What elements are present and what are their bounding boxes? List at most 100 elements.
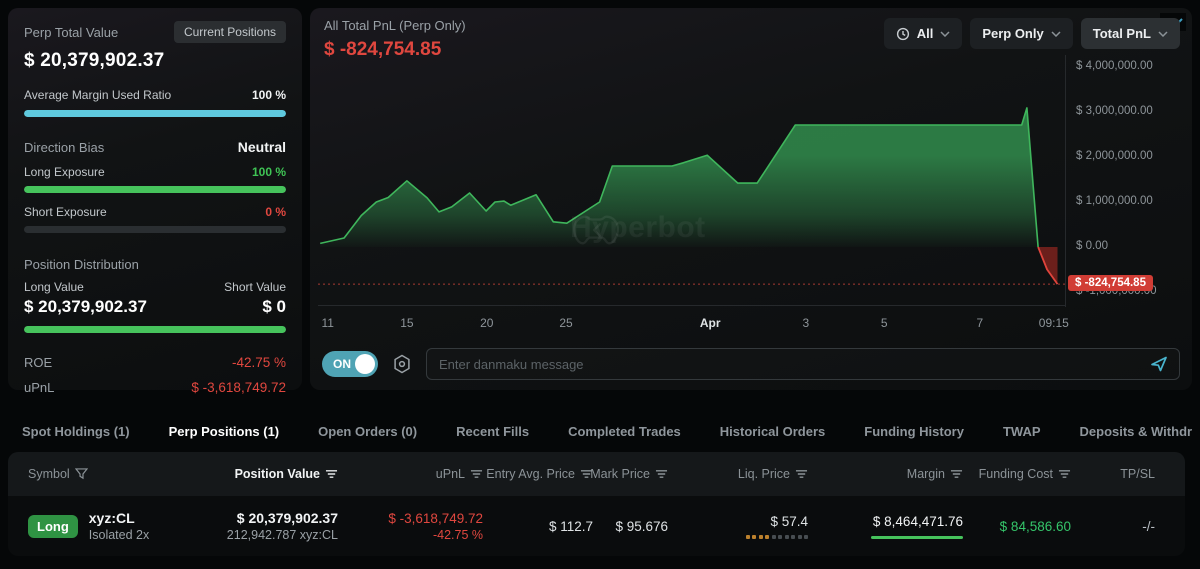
avg-margin-ratio-value: 100 % bbox=[251, 88, 286, 102]
col-liq-price[interactable]: Liq. Price bbox=[668, 467, 808, 481]
position-size: 212,942.787 xyz:CL bbox=[226, 528, 338, 542]
danmaku-toggle-knob bbox=[355, 354, 375, 374]
x-axis-tick-label: 5 bbox=[880, 316, 888, 330]
col-position-value[interactable]: Position Value bbox=[163, 467, 338, 481]
liq-price: $ 57.4 bbox=[770, 513, 808, 529]
sort-icon bbox=[655, 468, 668, 480]
col-entry-price[interactable]: Entry Avg. Price bbox=[483, 467, 593, 481]
tp-sl-value: -/- bbox=[1142, 518, 1155, 534]
col-funding-cost[interactable]: Funding Cost bbox=[963, 467, 1071, 481]
y-axis-tick-label: $ 0.00 bbox=[1076, 240, 1108, 252]
x-axis-tick-label: 7 bbox=[976, 316, 984, 330]
scope-dropdown[interactable]: Perp Only bbox=[970, 18, 1073, 49]
danmaku-toggle[interactable]: ON bbox=[322, 351, 378, 377]
perp-total-value: $ 20,379,902.37 bbox=[24, 50, 165, 71]
pnl-line-positive bbox=[320, 107, 1039, 248]
sort-icon bbox=[1058, 468, 1071, 480]
liq-risk-dot bbox=[784, 534, 789, 539]
time-range-dropdown[interactable]: All bbox=[883, 18, 963, 49]
current-positions-button[interactable]: Current Positions bbox=[173, 21, 286, 43]
col-mark-price[interactable]: Mark Price bbox=[590, 467, 668, 481]
symbol-name: xyz:CL bbox=[88, 510, 135, 526]
tab-funding-history[interactable]: Funding History bbox=[864, 424, 964, 439]
direction-bias-value: Neutral bbox=[237, 139, 286, 155]
danmaku-send-button[interactable] bbox=[1149, 354, 1169, 374]
y-axis-tick-label: $ 3,000,000.00 bbox=[1076, 105, 1153, 117]
tab-completed-trades[interactable]: Completed Trades bbox=[568, 424, 681, 439]
liq-risk-indicator bbox=[668, 534, 808, 539]
direction-bias-label: Direction Bias bbox=[24, 139, 105, 155]
col-upnl[interactable]: uPnL bbox=[338, 467, 483, 481]
entry-avg-price: $ 112.7 bbox=[548, 518, 593, 534]
danmaku-toggle-label: ON bbox=[333, 357, 351, 371]
roe-value: -42.75 % bbox=[231, 355, 286, 370]
long-exposure-label: Long Exposure bbox=[24, 165, 105, 179]
col-symbol[interactable]: Symbol bbox=[28, 467, 163, 481]
long-exposure-value: 100 % bbox=[251, 165, 286, 179]
upnl-value: $ -3,618,749.72 bbox=[191, 380, 286, 395]
avg-margin-ratio-bar bbox=[24, 110, 286, 117]
liq-risk-dot bbox=[745, 534, 750, 539]
liq-risk-dot bbox=[778, 534, 782, 539]
position-distribution-title: Position Distribution bbox=[24, 257, 139, 272]
liq-risk-dot bbox=[752, 534, 756, 539]
long-value: $ 20,379,902.37 bbox=[24, 297, 147, 316]
chart-total-pnl-value: $ -824,754.85 bbox=[324, 39, 442, 60]
row-upnl-percent: -42.75 % bbox=[432, 527, 483, 542]
short-exposure-label: Short Exposure bbox=[24, 205, 107, 219]
send-icon bbox=[1151, 356, 1167, 372]
chevron-down-icon bbox=[940, 30, 950, 37]
time-range-value: All bbox=[916, 26, 934, 41]
danmaku-input-wrap bbox=[426, 348, 1180, 380]
scope-value: Perp Only bbox=[982, 26, 1044, 41]
y-axis-tick-label: $ 1,000,000.00 bbox=[1076, 195, 1153, 207]
sort-icon bbox=[950, 468, 963, 480]
x-axis-tick-label: 3 bbox=[802, 316, 810, 330]
chevron-down-icon bbox=[1158, 30, 1168, 37]
x-axis-tick-label: 09:15 bbox=[1038, 316, 1069, 330]
pnl-area-negative bbox=[1038, 247, 1058, 285]
liq-risk-dot bbox=[797, 534, 802, 539]
tab-recent-fills[interactable]: Recent Fills bbox=[456, 424, 530, 439]
sort-icon bbox=[795, 468, 808, 480]
col-margin[interactable]: Margin bbox=[808, 467, 963, 481]
y-axis-tick-label: $ 4,000,000.00 bbox=[1076, 60, 1153, 72]
liq-risk-dot bbox=[791, 534, 795, 539]
metric-dropdown[interactable]: Total PnL bbox=[1080, 18, 1180, 49]
liq-risk-dot bbox=[804, 534, 808, 539]
position-row[interactable]: Long xyz:CL Isolated 2x $ 20,379,902.37 … bbox=[8, 496, 1185, 556]
perp-summary-panel: Perp Total Value Current Positions $ 20,… bbox=[8, 8, 302, 395]
tab-deposits-withdrawals[interactable]: Deposits & Withdraw bbox=[1079, 424, 1192, 439]
danmaku-settings-button[interactable] bbox=[391, 353, 413, 375]
funding-cost: $ 84,586.60 bbox=[999, 518, 1071, 534]
side-badge: Long bbox=[28, 514, 78, 538]
col-tp-sl[interactable]: TP/SL bbox=[1120, 467, 1155, 481]
upnl-label: uPnL bbox=[24, 380, 55, 395]
avg-margin-ratio-bar-fill bbox=[24, 110, 286, 117]
clock-icon bbox=[896, 27, 910, 41]
filter-icon bbox=[74, 468, 88, 480]
long-value-label: Long Value bbox=[24, 280, 84, 294]
tab-twap[interactable]: TWAP bbox=[1002, 424, 1041, 439]
long-exposure-bar bbox=[24, 186, 286, 193]
long-exposure-bar-fill bbox=[24, 186, 286, 193]
y-axis-tick-label: $ 2,000,000.00 bbox=[1076, 150, 1153, 162]
tab-perp-positions[interactable]: Perp Positions (1) bbox=[168, 410, 280, 455]
sort-icon bbox=[325, 468, 338, 480]
x-axis-tick-label: 15 bbox=[400, 316, 414, 330]
positions-table-header: Symbol Position Value uPnL Entry Avg. Pr… bbox=[8, 452, 1185, 496]
sort-icon bbox=[580, 468, 593, 480]
tab-historical-orders[interactable]: Historical Orders bbox=[719, 424, 826, 439]
perp-total-value-label: Perp Total Value bbox=[24, 24, 119, 40]
tab-spot-holdings[interactable]: Spot Holdings (1) bbox=[22, 424, 130, 439]
distribution-bar-fill bbox=[24, 326, 286, 333]
x-axis-tick-label: 11 bbox=[321, 316, 334, 330]
chart-x-axis: 11 15 20 25 Apr 3 5 7 09:15 bbox=[318, 310, 1068, 330]
x-axis-tick-label: 25 bbox=[559, 316, 573, 330]
pnl-chart-plot[interactable]: Hyperbot bbox=[318, 55, 1065, 306]
danmaku-input[interactable] bbox=[437, 355, 1149, 373]
tab-open-orders[interactable]: Open Orders (0) bbox=[318, 424, 418, 439]
current-pnl-axis-badge: $ -824,754.85 bbox=[1068, 275, 1153, 292]
gear-icon bbox=[394, 354, 410, 374]
